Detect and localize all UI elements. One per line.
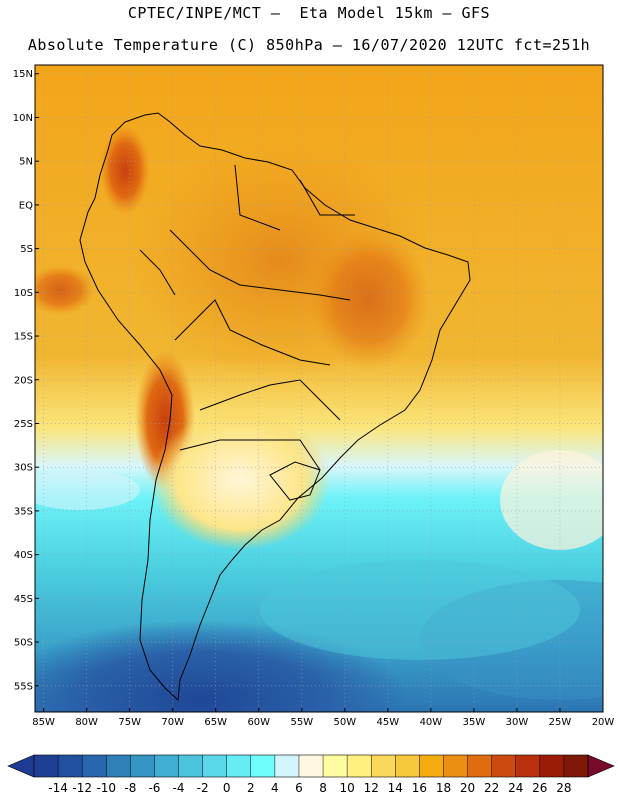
lon-label: 60W <box>247 717 270 728</box>
lat-label: 15S <box>14 332 33 343</box>
lon-label: 65W <box>204 717 227 728</box>
lat-label: 35S <box>14 506 33 517</box>
colorbar-segment <box>34 755 59 777</box>
lat-label: 5N <box>19 157 33 168</box>
colorbar-label: 6 <box>295 781 303 795</box>
colorbar-segment <box>516 755 541 777</box>
lat-label: 30S <box>14 463 33 474</box>
colorbar-segment <box>564 755 589 777</box>
lon-label: 35W <box>463 717 486 728</box>
colorbar-segment <box>540 755 565 777</box>
lat-label: 15N <box>13 69 33 80</box>
colorbar-label: 4 <box>271 781 279 795</box>
colorbar-label: 24 <box>508 781 523 795</box>
colorbar-label: 10 <box>339 781 354 795</box>
colorbar-label: 28 <box>556 781 571 795</box>
colorbar: -14 -12 -10 -8 -6 -4 -2 0 2 4 6 8 10 12 14 16 18 20 22 24 26… <box>8 755 614 795</box>
colorbar-segment <box>203 755 228 777</box>
colorbar-low-arrow <box>8 755 34 777</box>
colorbar-segment <box>58 755 83 777</box>
colorbar-segment <box>82 755 107 777</box>
lon-label: 40W <box>420 717 443 728</box>
colorbar-segment <box>227 755 252 777</box>
colorbar-label: -12 <box>72 781 92 795</box>
colorbar-label: -8 <box>124 781 136 795</box>
colorbar-segment <box>395 755 420 777</box>
lat-label: 55S <box>14 681 33 692</box>
colorbar-segment <box>419 755 444 777</box>
colorbar-label: -14 <box>48 781 68 795</box>
colorbar-segment <box>130 755 155 777</box>
colorbar-label: 2 <box>247 781 255 795</box>
temperature-field <box>0 65 618 780</box>
lon-label: 50W <box>334 717 357 728</box>
colorbar-label: 26 <box>532 781 547 795</box>
colorbar-label: -10 <box>96 781 116 795</box>
lat-label: 20S <box>14 375 33 386</box>
colorbar-label: 12 <box>364 781 379 795</box>
lat-label: 40S <box>14 550 33 561</box>
colorbar-label: 8 <box>319 781 327 795</box>
lon-label: 70W <box>161 717 184 728</box>
colorbar-label: 0 <box>223 781 231 795</box>
colorbar-label: 22 <box>484 781 499 795</box>
colorbar-segment <box>251 755 276 777</box>
colorbar-label: 20 <box>460 781 475 795</box>
colorbar-segment <box>154 755 179 777</box>
colorbar-label: 16 <box>412 781 427 795</box>
lon-label: 20W <box>592 717 615 728</box>
colorbar-segment <box>179 755 204 777</box>
lat-label: 25S <box>14 419 33 430</box>
lat-label: 5S <box>20 244 33 255</box>
lon-label: 75W <box>118 717 141 728</box>
colorbar-segment <box>371 755 396 777</box>
lon-label: 25W <box>549 717 572 728</box>
colorbar-segment <box>323 755 348 777</box>
colorbar-segment <box>275 755 300 777</box>
colorbar-segment <box>492 755 517 777</box>
lat-label: 45S <box>14 594 33 605</box>
colorbar-label: -2 <box>197 781 209 795</box>
colorbar-label: 14 <box>388 781 403 795</box>
colorbar-label: -4 <box>173 781 185 795</box>
lat-label: 10S <box>14 288 33 299</box>
lat-label: EQ <box>19 200 33 211</box>
lon-label: 55W <box>290 717 313 728</box>
colorbar-label: -6 <box>148 781 160 795</box>
lon-label: 45W <box>377 717 400 728</box>
colorbar-segment <box>106 755 131 777</box>
lon-label: 80W <box>75 717 98 728</box>
lon-label: 30W <box>506 717 529 728</box>
colorbar-label: 18 <box>436 781 451 795</box>
colorbar-segment <box>347 755 372 777</box>
colorbar-segment <box>299 755 324 777</box>
map-figure: 15N 10N 5N EQ 5S 10S 15S 20S 25S 30S 35S 40S 45S 50S 5… <box>0 0 618 800</box>
colorbar-segment <box>468 755 493 777</box>
colorbar-high-arrow <box>588 755 614 777</box>
colorbar-segment <box>443 755 468 777</box>
lat-label: 50S <box>14 638 33 649</box>
lat-label: 10N <box>13 113 33 124</box>
lon-label: 85W <box>32 717 55 728</box>
